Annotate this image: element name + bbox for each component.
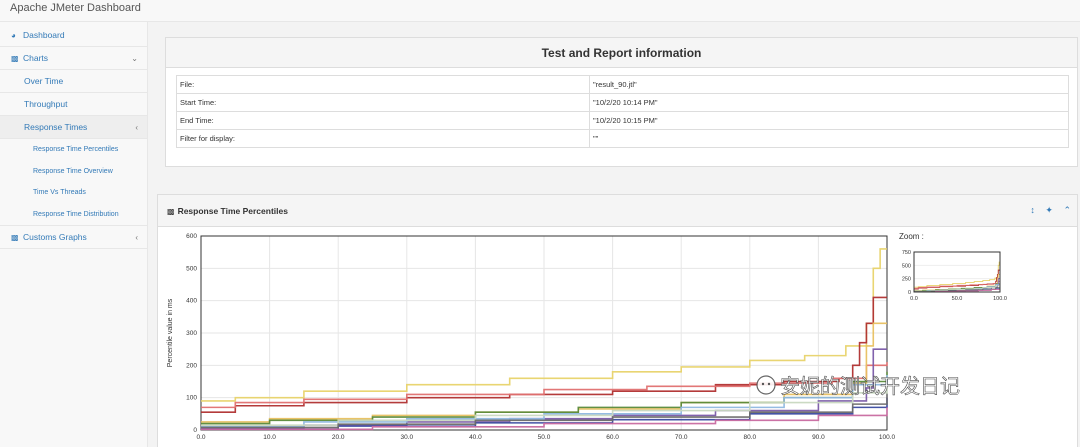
wechat-icon-eye xyxy=(761,382,765,386)
sidebar-item-response-times[interactable]: Response Times ‹ xyxy=(0,116,147,139)
y-tick-label: 500 xyxy=(186,265,197,272)
sidebar-item-label: Response Time Distribution xyxy=(33,210,119,218)
sidebar-item-label: Response Times xyxy=(24,122,88,132)
zoom-x-tick-label: 50.0 xyxy=(952,296,963,302)
zoom-series-line xyxy=(914,286,1001,293)
response-time-percentiles-panel: ▩ Response Time Percentiles ↕ ✦ ⌃ 0.0 10.0… xyxy=(157,194,1078,447)
sidebar-item-label: Time Vs Threads xyxy=(33,189,86,196)
series-line xyxy=(201,384,888,426)
table-row: Filter for display: "" xyxy=(176,129,1069,148)
sidebar-item-custom-graphs[interactable]: ▩ Customs Graphs ‹ xyxy=(0,226,147,249)
info-key: File: xyxy=(176,75,590,94)
x-tick-label: 30.0 xyxy=(400,434,413,441)
zoom-x-tick-label: 100.0 xyxy=(993,296,1007,302)
series-line xyxy=(201,348,887,430)
chevron-down-icon: ⌄ xyxy=(131,54,138,63)
info-key: Filter for display: xyxy=(176,129,590,148)
x-tick-label: 0.0 xyxy=(196,434,205,441)
info-key: End Time: xyxy=(176,111,590,130)
plot-frame xyxy=(200,235,888,431)
resize-icon[interactable]: ↕ xyxy=(1030,205,1035,215)
report-info-panel: Test and Report information File: "resul… xyxy=(165,37,1078,167)
info-value: "10/2/20 10:14 PM" xyxy=(589,93,1069,112)
zoom-y-tick-label: 250 xyxy=(902,277,911,283)
chart-panel-title: ▩ Response Time Percentiles xyxy=(167,206,288,216)
wrench-icon[interactable]: ✦ xyxy=(1045,205,1053,215)
sidebar-item-time-vs-threads[interactable]: Time Vs Threads xyxy=(0,182,147,204)
x-tick-label: 60.0 xyxy=(606,434,619,441)
sidebar-item-response-time-percentiles[interactable]: Response Time Percentiles xyxy=(0,139,147,161)
panel-tools: ↕ ✦ ⌃ xyxy=(1022,205,1071,216)
info-key: Start Time: xyxy=(176,93,590,112)
y-tick-label: 400 xyxy=(186,298,197,305)
y-tick-label: 200 xyxy=(186,362,197,369)
x-tick-label: 90.0 xyxy=(812,434,825,441)
sidebar-item-label: Charts xyxy=(23,53,49,63)
zoom-y-tick-label: 500 xyxy=(902,263,911,269)
sidebar-item-label: Dashboard xyxy=(23,30,65,40)
sidebar-item-label: Response Time Percentiles xyxy=(33,146,119,153)
sidebar-item-label: Throughput xyxy=(24,99,68,109)
sidebar-item-charts[interactable]: ▩ Charts ⌄ xyxy=(0,47,147,70)
chevron-left-icon: ‹ xyxy=(135,123,138,132)
collapse-icon[interactable]: ⌃ xyxy=(1063,205,1071,215)
zoom-x-tick-label: 0.0 xyxy=(910,296,918,302)
x-tick-label: 50.0 xyxy=(538,434,551,441)
zoom-series-line xyxy=(914,284,1001,292)
zoom-y-tick-label: 0 xyxy=(908,290,911,296)
response-times-submenu: Response Time Percentiles Response Time … xyxy=(0,139,147,226)
info-value: "result_90.jtl" xyxy=(589,75,1069,94)
x-tick-label: 20.0 xyxy=(332,434,345,441)
table-row: Start Time: "10/2/20 10:14 PM" xyxy=(176,93,1069,112)
series-line xyxy=(201,394,888,429)
y-tick-label: 0 xyxy=(193,427,197,434)
chart-title: Response Time Percentiles xyxy=(177,206,288,216)
watermark-text: 安妮的测试开发日记 xyxy=(780,374,960,398)
sidebar-item-response-time-distribution[interactable]: Response Time Distribution xyxy=(0,204,147,226)
info-value: "10/2/20 10:15 PM" xyxy=(589,111,1069,130)
sidebar: ◕ Dashboard ▩ Charts ⌄ Over Time Throughpu… xyxy=(0,22,148,447)
sidebar-item-throughput[interactable]: Throughput xyxy=(0,93,147,116)
y-axis-label: Percentile value in ms xyxy=(167,298,174,367)
dashboard-icon: ◕ xyxy=(11,31,16,40)
y-tick-label: 300 xyxy=(186,330,197,337)
sidebar-item-response-time-overview[interactable]: Response Time Overview xyxy=(0,161,147,183)
sidebar-item-label: Over Time xyxy=(24,76,64,86)
table-row: End Time: "10/2/20 10:15 PM" xyxy=(176,111,1069,130)
bar-chart-icon: ▩ xyxy=(11,54,19,63)
zoom-frame xyxy=(913,251,1001,293)
x-tick-label: 70.0 xyxy=(675,434,688,441)
zoom-y-tick-label: 750 xyxy=(902,250,911,256)
x-tick-label: 10.0 xyxy=(263,434,276,441)
sidebar-item-dashboard[interactable]: ◕ Dashboard xyxy=(0,24,147,47)
bar-chart-icon: ▩ xyxy=(167,207,175,216)
report-info-table: File: "result_90.jtl" Start Time: "10/2/… xyxy=(176,75,1069,148)
y-tick-label: 100 xyxy=(186,395,197,402)
chevron-left-icon: ‹ xyxy=(135,233,138,242)
sidebar-item-over-time[interactable]: Over Time xyxy=(0,70,147,93)
report-info-title: Test and Report information xyxy=(166,38,1077,68)
bar-chart-icon: ▩ xyxy=(11,233,19,242)
y-tick-label: 600 xyxy=(186,233,197,240)
zoom-label: Zoom : xyxy=(899,232,924,241)
wechat-icon-eye xyxy=(767,382,771,386)
table-row: File: "result_90.jtl" xyxy=(176,75,1069,94)
sidebar-item-label: Response Time Overview xyxy=(33,167,113,175)
chart-panel-header: ▩ Response Time Percentiles ↕ ✦ ⌃ xyxy=(158,195,1077,227)
series-line xyxy=(201,407,888,431)
x-tick-label: 100.0 xyxy=(879,434,896,441)
info-value: "" xyxy=(589,129,1069,148)
wechat-icon xyxy=(756,375,776,395)
sidebar-item-label: Customs Graphs xyxy=(23,232,87,242)
top-navbar: Apache JMeter Dashboard xyxy=(0,0,1080,22)
app-brand[interactable]: Apache JMeter Dashboard xyxy=(10,2,141,14)
x-tick-label: 80.0 xyxy=(743,434,756,441)
percentile-chart: 0.0 10.0 20.0 30.0 40.0 50.0 60.0 70.0 80.0 90.0 1… xyxy=(167,233,1007,441)
x-tick-label: 40.0 xyxy=(469,434,482,441)
